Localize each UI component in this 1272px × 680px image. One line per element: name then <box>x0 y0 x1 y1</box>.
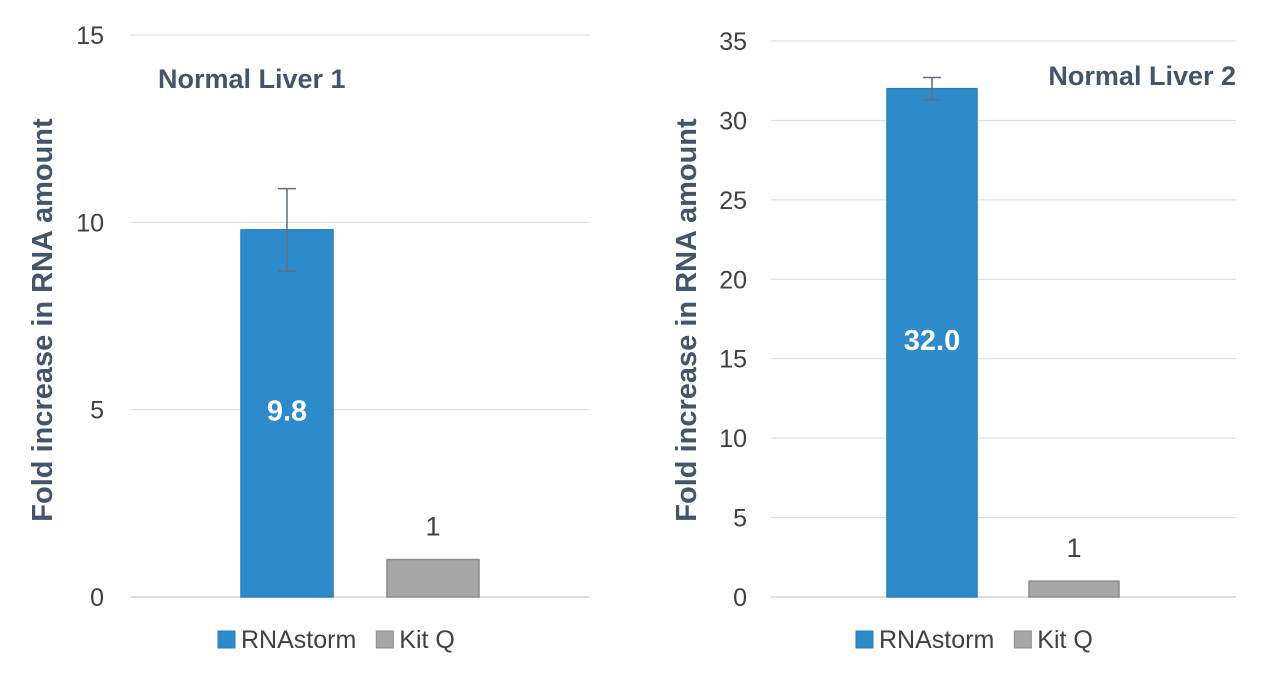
legend-swatch <box>217 630 236 649</box>
bar-rnastorm <box>886 87 978 598</box>
chart-normal-liver-2: 0 5 10 15 20 25 30 35 Fold increase in RNA amoun… <box>671 28 1236 654</box>
data-label: 9.8 <box>267 395 307 427</box>
y-tick-label: 0 <box>733 584 747 612</box>
y-tick-label: 5 <box>90 397 104 425</box>
data-label: 1 <box>425 512 440 542</box>
chart-normal-liver-1: 0 5 10 15 Fold increase in RNA amount Normal … <box>27 22 590 654</box>
data-label: 32.0 <box>904 325 960 357</box>
y-tick-label: 5 <box>733 505 747 533</box>
bar-kit-q <box>386 558 480 598</box>
y-axis-label: Fold increase in RNA amount <box>27 118 59 522</box>
legend-label: Kit Q <box>1037 626 1093 654</box>
legend-label: RNAstorm <box>879 626 994 654</box>
y-tick-label: 20 <box>719 266 747 294</box>
y-tick-label: 0 <box>90 584 104 612</box>
y-tick-label: 15 <box>76 22 104 50</box>
chart-title: Normal Liver 1 <box>158 64 346 94</box>
data-label: 1 <box>1066 533 1081 563</box>
y-axis-label: Fold increase in RNA amount <box>671 118 703 522</box>
bar-kit-q <box>1028 580 1120 598</box>
bar-rnastorm <box>240 229 334 598</box>
y-tick-label: 10 <box>76 209 104 237</box>
y-tick-label: 35 <box>719 28 747 56</box>
y-tick-label: 15 <box>719 346 747 374</box>
legend-label: Kit Q <box>399 626 455 654</box>
y-tick-label: 30 <box>719 107 747 135</box>
legend-swatch <box>1013 630 1032 649</box>
y-tick-label: 10 <box>719 425 747 453</box>
legend-swatch <box>375 630 394 649</box>
chart-title: Normal Liver 2 <box>1048 61 1236 91</box>
legend-swatch <box>855 630 874 649</box>
legend-label: RNAstorm <box>241 626 356 654</box>
y-tick-label: 25 <box>719 187 747 215</box>
